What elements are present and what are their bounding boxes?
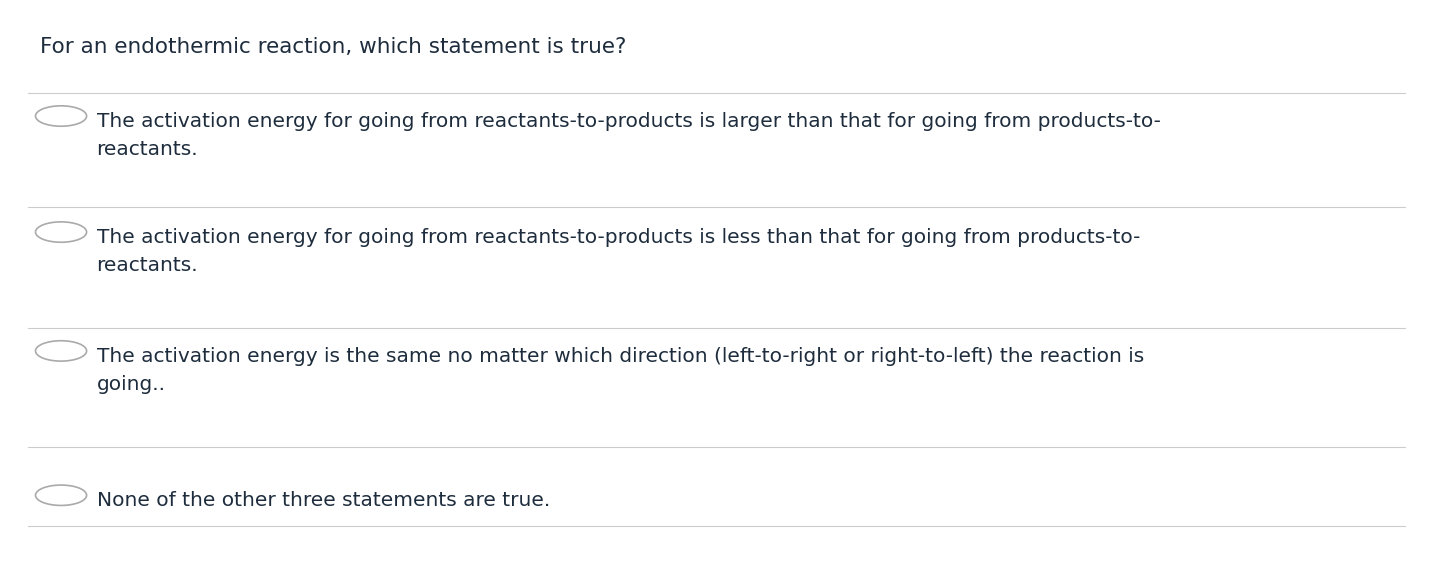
- Text: For an endothermic reaction, which statement is true?: For an endothermic reaction, which state…: [40, 37, 626, 57]
- Text: The activation energy for going from reactants-to-products is less than that for: The activation energy for going from rea…: [97, 228, 1141, 275]
- Text: None of the other three statements are true.: None of the other three statements are t…: [97, 491, 549, 511]
- Text: The activation energy for going from reactants-to-products is larger than that f: The activation energy for going from rea…: [97, 112, 1161, 159]
- Text: The activation energy is the same no matter which direction (left-to-right or ri: The activation energy is the same no mat…: [97, 347, 1144, 394]
